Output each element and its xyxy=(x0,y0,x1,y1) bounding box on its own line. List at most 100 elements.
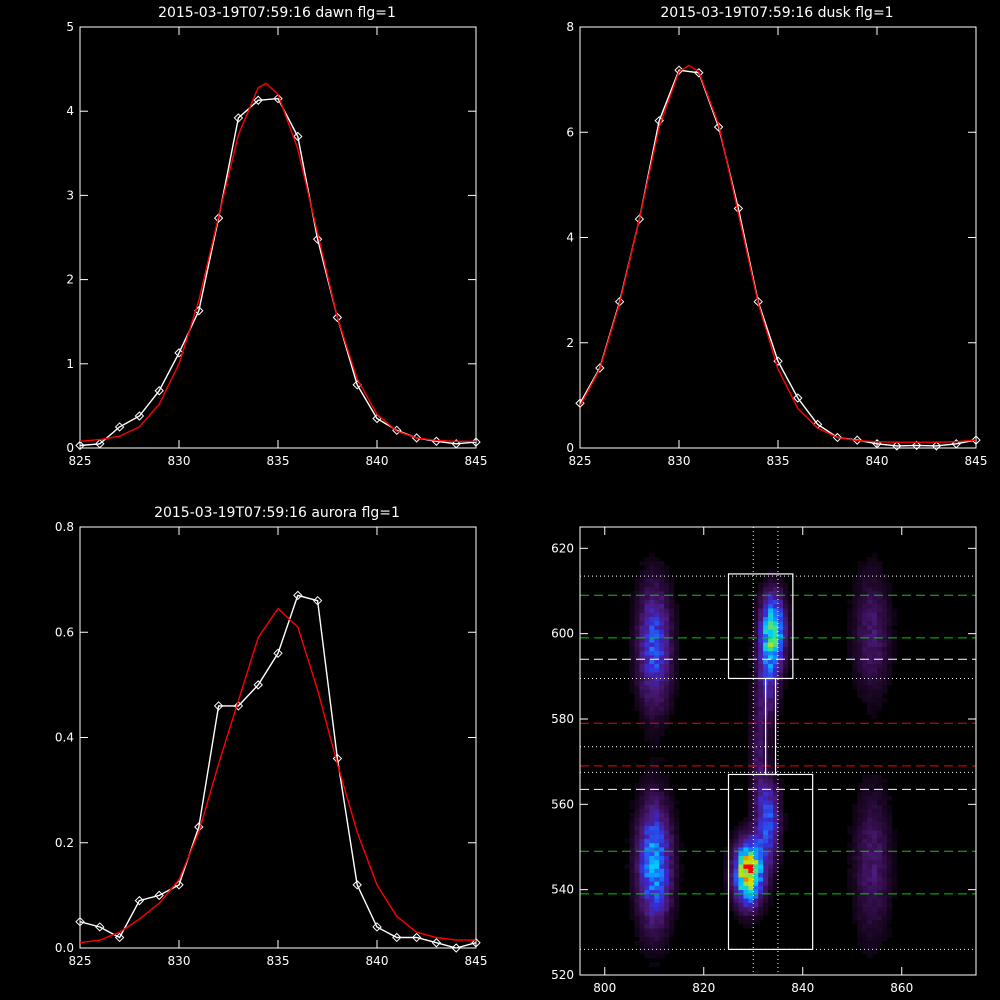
spectrogram-cell xyxy=(877,591,883,596)
spectrogram-cell xyxy=(857,650,863,656)
spectrogram-cell xyxy=(773,825,779,831)
aurora-chart-title: 2015-03-19T07:59:16 aurora flg=1 xyxy=(154,505,400,521)
spectrogram-cell xyxy=(738,838,744,844)
spectrogram-cell xyxy=(758,864,764,869)
spectrogram-cell xyxy=(738,881,744,886)
spectrogram-cell xyxy=(743,906,749,912)
spectrogram-cell xyxy=(862,902,868,908)
spectrogram-cell xyxy=(743,851,749,856)
spectrogram-cell xyxy=(867,851,873,856)
spectrogram-cell xyxy=(763,834,769,839)
spectrogram-cell xyxy=(882,680,888,686)
spectrogram-cell xyxy=(867,650,873,656)
spectrogram-cell xyxy=(654,834,660,839)
spectrogram-cell xyxy=(778,847,784,852)
spectrogram-cell xyxy=(629,616,635,622)
spectrogram-cell xyxy=(867,667,873,673)
spectrogram-cell xyxy=(743,847,749,852)
spectrogram-cell xyxy=(768,646,774,652)
spectrogram-cell xyxy=(669,629,675,635)
spectrogram-cell xyxy=(723,872,729,878)
spectrogram-cell xyxy=(733,859,739,865)
spectrogram-cell xyxy=(649,940,655,946)
spectrogram-cell xyxy=(634,603,640,609)
spectrogram-cell xyxy=(877,659,883,664)
spectrogram-cell xyxy=(758,795,764,801)
spectrogram-cell xyxy=(877,595,883,600)
dusk-xtick-label: 830 xyxy=(668,454,691,468)
spectrogram-cell xyxy=(773,881,779,886)
spectrogram-cell xyxy=(862,889,868,895)
spectrogram-cell xyxy=(882,804,888,809)
spectrogram-cell xyxy=(891,642,898,647)
spectrogram-cell xyxy=(748,893,754,899)
spectrogram-cell xyxy=(649,834,655,839)
dawn-ytick-label: 4 xyxy=(66,104,74,118)
spectrogram-cell xyxy=(891,859,898,865)
spectrogram-cell xyxy=(639,629,645,635)
spectrogram-cell xyxy=(886,667,893,673)
spectrogram-cell xyxy=(862,949,868,955)
spectrogram-cell xyxy=(644,586,650,592)
aurora-observed-point xyxy=(392,932,402,943)
spectrogram-cell xyxy=(867,672,873,677)
spectrogram-cell xyxy=(644,898,650,903)
spectrogram-cell xyxy=(763,646,769,652)
spectrogram-cell xyxy=(763,855,769,861)
spectrogram-cell xyxy=(649,953,655,959)
spectrogram-cell xyxy=(639,642,645,647)
spectrogram-cell xyxy=(867,680,873,686)
spectrogram-cell xyxy=(758,778,764,784)
spectrogram-cell xyxy=(872,565,878,571)
spectrogram-cell xyxy=(877,637,883,643)
spectrogram-cell xyxy=(644,633,650,639)
spectrogram-cell xyxy=(669,855,675,861)
spectrogram-cell xyxy=(872,684,878,690)
spectrogram-cell xyxy=(857,911,863,916)
spectrogram-cell xyxy=(778,642,784,647)
spectrogram-cell xyxy=(674,855,680,861)
dawn-observed-point xyxy=(134,411,145,421)
spectrogram-cell xyxy=(857,864,863,869)
spectrogram-cell xyxy=(649,608,655,613)
spectrogram-cell xyxy=(634,876,640,882)
spectrogram-cell xyxy=(768,898,774,903)
spectrogram-cell xyxy=(743,817,749,822)
spectrogram-ytick-label: 600 xyxy=(551,627,574,641)
spectrogram-cell xyxy=(634,795,640,801)
spectrogram-cell xyxy=(733,906,739,912)
spectrogram-cell xyxy=(882,915,888,920)
spectrogram-cell xyxy=(733,825,739,831)
dusk-ytick-label: 0 xyxy=(566,441,574,455)
spectrogram-cell xyxy=(644,800,650,805)
spectrogram-cell xyxy=(886,586,893,592)
spectrogram-cell xyxy=(867,872,873,878)
dawn-observed-point xyxy=(332,312,343,323)
spectrogram-cell xyxy=(763,612,769,617)
spectrogram-cell xyxy=(773,842,779,848)
spectrogram-cell xyxy=(659,599,665,605)
spectrogram-cell xyxy=(748,923,754,929)
spectrogram-cell xyxy=(867,582,873,588)
spectrogram-cell xyxy=(674,603,680,609)
spectrogram-cell xyxy=(852,659,858,664)
spectrogram-cell xyxy=(649,821,655,827)
spectrogram-cell xyxy=(674,655,680,660)
spectrogram-cell xyxy=(748,829,754,835)
spectrogram-cell xyxy=(877,774,883,780)
spectrogram-cell xyxy=(862,868,868,873)
spectrogram-cell xyxy=(644,868,650,873)
spectrogram-cell xyxy=(867,928,873,933)
spectrogram-cell xyxy=(639,851,645,856)
spectrogram-cell xyxy=(877,629,883,635)
spectrogram-cell xyxy=(639,774,645,780)
spectrogram-cell xyxy=(644,701,650,707)
spectrogram-cell xyxy=(659,800,665,805)
spectrogram-cell xyxy=(674,659,680,664)
spectrogram-cell xyxy=(847,876,853,882)
spectrogram-cell xyxy=(768,829,774,835)
spectrogram-cell xyxy=(728,859,734,865)
spectrogram-cell xyxy=(867,573,873,579)
spectrogram-cell xyxy=(783,817,789,822)
spectrogram-cell xyxy=(862,928,868,933)
